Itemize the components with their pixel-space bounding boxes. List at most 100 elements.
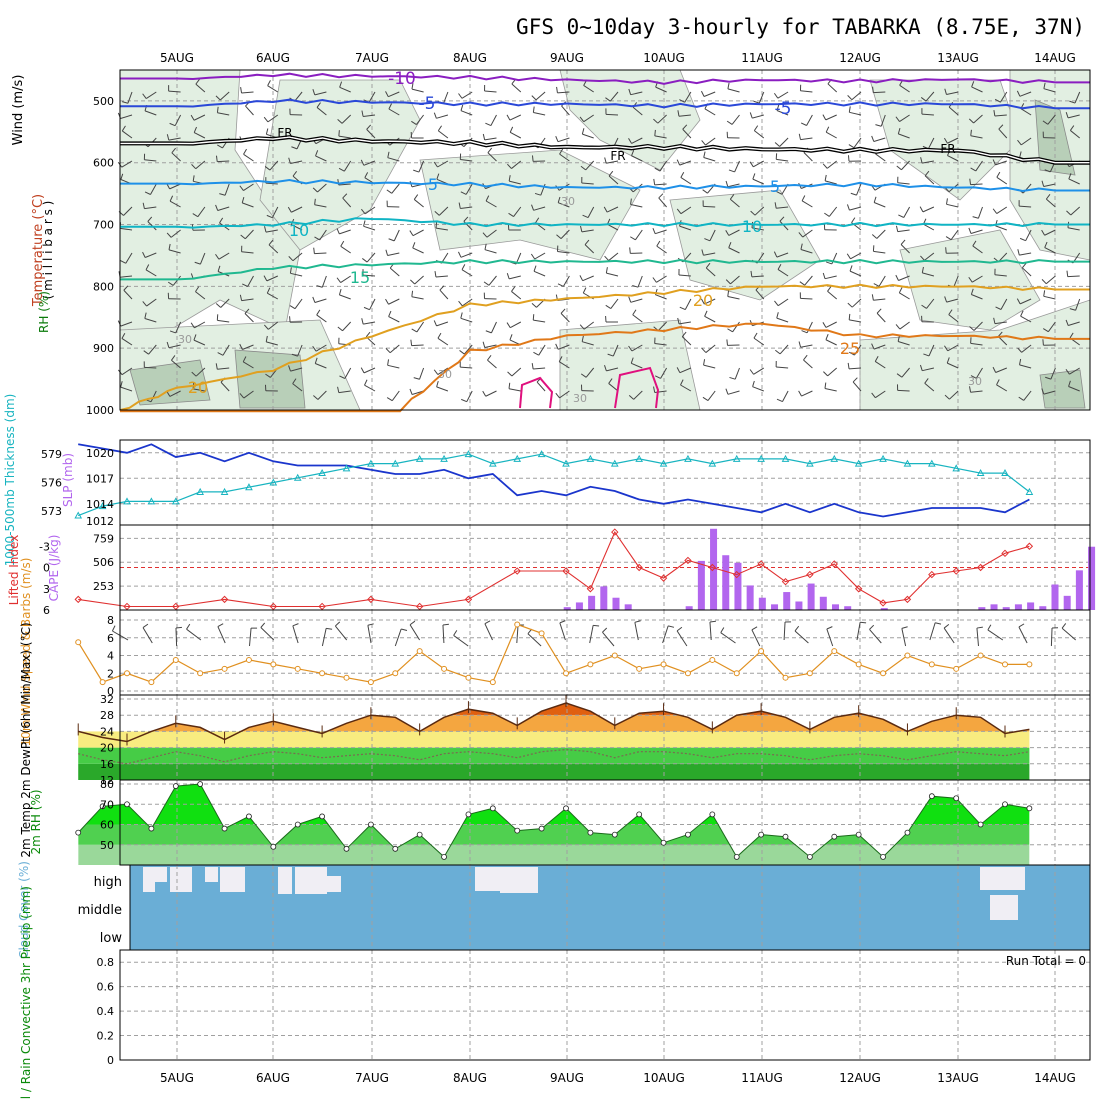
upper-wind-barb [928,344,935,357]
temp-tick-label: 24 [100,725,114,738]
rh-point [221,825,228,832]
top-date-label: 9AUG [550,51,584,65]
top-date-label: 7AUG [355,51,389,65]
upper-wind-barb [1068,386,1080,392]
upper-wind-barb [802,229,813,238]
wind-barb-flag [482,390,487,397]
upper-wind-barb [436,321,449,327]
wind-barb-flag [848,351,855,356]
upper-wind-barb [899,114,910,122]
wind-barb-flag [824,174,827,181]
thickness-point [391,459,400,467]
upper-wind-barb [655,86,667,93]
wind-barb-flag [239,393,245,399]
upper-wind-barb [439,289,449,300]
wind-barb-flag [1068,173,1072,180]
upper-wind-barb [363,321,376,325]
wind-barb-flag [314,236,320,241]
upper-wind-barb [393,229,400,242]
wind-barb-flag [239,294,243,301]
upper-wind-barb [947,137,959,144]
cape-bar [612,597,620,610]
wind-barb-flag [437,125,442,132]
cape-bar [783,592,791,610]
wind-barb-flag [924,378,929,384]
upper-wind-barb [776,317,789,323]
upper-wind-barb [970,229,983,234]
wind-barb-flag [191,371,197,377]
thickness-point [586,454,595,462]
rh-shade-area [419,149,641,261]
wind-barb-flag [700,298,705,305]
wind-barb-flag [217,352,224,356]
wind-barb-flag [435,222,438,229]
upper-wind-barb [120,386,133,392]
upper-wind-barb [437,367,449,375]
upper-wind-barb [297,344,303,357]
wind-barb-flag [433,369,439,375]
upper-wind-barb [269,160,279,171]
dewpoint-band [78,763,1030,780]
upper-wind-barb [630,204,643,208]
wind-barb-flag [776,398,783,403]
lifted-index-point [952,567,960,575]
upper-wind-barb [660,367,668,379]
wind-barb-flag [215,253,220,260]
surface-wind-barb [442,624,445,644]
upper-wind-barb [800,137,813,141]
upper-wind-barb [388,91,400,98]
thickness-point [879,454,887,462]
wind-barb-flag [579,275,584,281]
wind-barb-flag [145,264,150,271]
wind-barb-flag [411,83,414,90]
wind-barb-flag [1043,82,1046,89]
upper-wind-barb [973,321,983,331]
wind-speed-point [343,674,350,681]
wind-barb-flag [111,625,116,632]
wind-barb-flag [702,396,709,402]
cape-bar [685,606,693,610]
wind-barb-flag [413,194,419,200]
wind-barb-flag [943,623,950,629]
contour-label: 5 [770,177,780,196]
dewpoint-band [78,747,1030,764]
upper-wind-barb [435,227,448,231]
upper-wind-barb [970,135,983,139]
upper-wind-barb [435,275,448,278]
upper-wind-barb [168,137,181,141]
wind-barb-flag [753,100,760,104]
upper-wind-barb [245,105,254,116]
wind-barb-flag [945,247,947,254]
upper-wind-barb [873,202,886,208]
wind-barb-flag [556,86,558,93]
upper-wind-barb [581,229,594,233]
upper-wind-barb [144,318,157,323]
wind-barb-flag [442,623,449,626]
thickness-point [854,459,863,467]
wind-barb-flag [798,341,802,348]
wind-barb-flag [1066,210,1072,216]
upper-wind-barb [826,160,838,169]
upper-wind-barb [727,88,740,93]
upper-wind-barb [680,206,692,215]
upper-wind-barb [557,137,570,143]
upper-wind-barb [583,85,594,93]
upper-wind-barb [973,114,983,124]
thickness-point [684,454,692,462]
lifted-index-point [781,577,790,586]
upper-wind-barb [488,275,497,286]
upper-wind-barb [679,225,692,231]
upper-wind-barb [632,314,643,323]
wind-barb-flag [267,80,271,86]
wind-barb-flag [971,81,975,88]
lifted-index-point [976,563,985,572]
contour-label: -10 [388,69,416,89]
surface-wind-barb [175,627,178,647]
upper-wind-barb [533,206,546,211]
upper-wind-barb [827,367,838,377]
surface-wind-barb [1061,627,1077,641]
wind-barb-flag [409,620,416,626]
upper-wind-barb [487,359,497,369]
wind-barb-flag [631,149,635,156]
wind-barb-flag [215,303,222,308]
